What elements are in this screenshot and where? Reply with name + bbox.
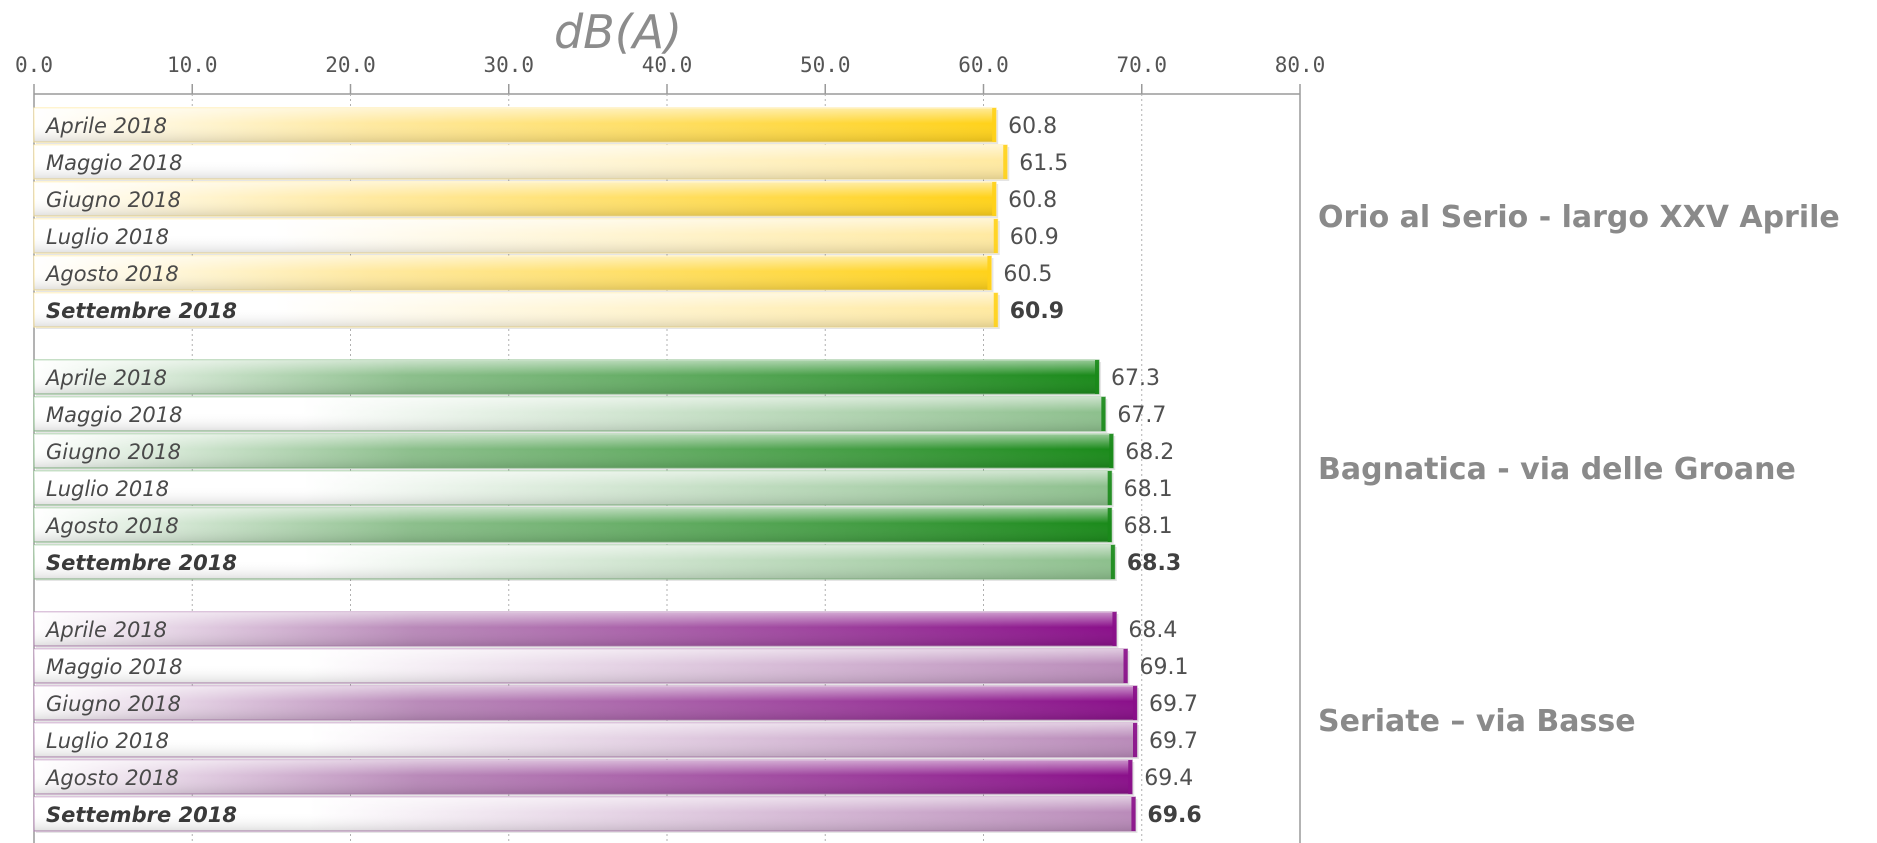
value-label: 68.3	[1127, 551, 1181, 576]
bar-end-cap	[1131, 797, 1136, 831]
bar-label: Luglio 2018	[46, 477, 169, 501]
x-tick-label: 50.0	[800, 53, 851, 77]
value-label: 69.7	[1149, 729, 1198, 754]
bar-end-cap	[1101, 397, 1106, 431]
value-label: 69.6	[1147, 803, 1201, 828]
bar-highlight	[34, 108, 997, 142]
bar-end-cap	[1133, 686, 1138, 720]
bar-highlight	[34, 434, 1114, 468]
bar-label: Giugno 2018	[46, 440, 181, 464]
x-tick-label: 30.0	[483, 53, 534, 77]
bar-label: Luglio 2018	[46, 729, 169, 753]
bar-highlight	[34, 649, 1128, 683]
x-tick-label: 70.0	[1116, 53, 1167, 77]
bar-highlight	[34, 182, 997, 216]
bar-label: Agosto 2018	[44, 766, 179, 790]
bar-label: Maggio 2018	[46, 655, 182, 679]
x-tick-label: 0.0	[15, 53, 53, 77]
value-label: 69.4	[1144, 766, 1193, 791]
value-label: 60.5	[1003, 262, 1052, 287]
value-label: 68.4	[1128, 618, 1177, 643]
bar-highlight	[34, 612, 1117, 646]
bar-end-cap	[1109, 434, 1114, 468]
bar-label: Settembre 2018	[46, 551, 237, 575]
bar-highlight	[34, 797, 1136, 831]
bar-label: Agosto 2018	[44, 262, 179, 286]
bar-end-cap	[993, 293, 998, 327]
bar-end-cap	[1133, 723, 1138, 757]
bar-highlight	[34, 293, 998, 327]
value-label: 68.1	[1124, 477, 1173, 502]
value-label: 69.1	[1140, 655, 1189, 680]
value-label: 68.1	[1124, 514, 1173, 539]
value-label: 60.9	[1010, 299, 1064, 324]
bar-end-cap	[992, 108, 997, 142]
value-label: 67.7	[1117, 403, 1166, 428]
bar-end-cap	[987, 256, 992, 290]
group-label: Seriate – via Basse	[1318, 704, 1636, 739]
bar-end-cap	[992, 182, 997, 216]
bar-label: Maggio 2018	[46, 403, 182, 427]
bar-label: Settembre 2018	[46, 803, 237, 827]
value-label: 60.8	[1008, 114, 1057, 139]
bar-label: Aprile 2018	[44, 366, 167, 390]
x-axis-title: dB(A)	[554, 5, 682, 59]
bar-highlight	[34, 471, 1112, 505]
bar-label: Giugno 2018	[46, 692, 181, 716]
bar-end-cap	[1107, 471, 1112, 505]
bar-highlight	[34, 145, 1008, 179]
bar-highlight	[34, 219, 998, 253]
bar-highlight	[34, 508, 1112, 542]
bar-label: Maggio 2018	[46, 151, 182, 175]
bars: Aprile 2018 60.8 Maggio 2018 61.5 Giugno 201…	[33, 107, 1840, 833]
x-tick-label: 40.0	[642, 53, 693, 77]
bar-highlight	[34, 545, 1115, 579]
value-label: 67.3	[1111, 366, 1160, 391]
bar-end-cap	[1095, 360, 1100, 394]
bar-label: Luglio 2018	[46, 225, 169, 249]
bar-highlight	[34, 686, 1138, 720]
group-label: Orio al Serio - largo XXV Aprile	[1318, 200, 1840, 235]
bar-label: Aprile 2018	[44, 114, 167, 138]
bar-end-cap	[1110, 545, 1115, 579]
x-tick-label: 80.0	[1275, 53, 1326, 77]
bar-highlight	[34, 760, 1133, 794]
bar-highlight	[34, 256, 992, 290]
bar-label: Aprile 2018	[44, 618, 167, 642]
bar-group: Aprile 2018 68.4 Maggio 2018 69.1 Giugno 201…	[33, 611, 1636, 833]
bar-end-cap	[1123, 649, 1128, 683]
x-tick-label: 20.0	[325, 53, 376, 77]
x-tick-label: 10.0	[167, 53, 218, 77]
bar-label: Agosto 2018	[44, 514, 179, 538]
bar-label: Settembre 2018	[46, 299, 237, 323]
value-label: 61.5	[1019, 151, 1068, 176]
bar-highlight	[34, 360, 1100, 394]
bar-end-cap	[1107, 508, 1112, 542]
bar-end-cap	[993, 219, 998, 253]
bar-highlight	[34, 397, 1106, 431]
bar-end-cap	[1003, 145, 1008, 179]
bar-label: Giugno 2018	[46, 188, 181, 212]
bar-group: Aprile 2018 60.8 Maggio 2018 61.5 Giugno 201…	[33, 107, 1840, 329]
bar-highlight	[34, 723, 1138, 757]
value-label: 68.2	[1125, 440, 1174, 465]
bar-end-cap	[1112, 612, 1117, 646]
value-label: 69.7	[1149, 692, 1198, 717]
bar-end-cap	[1128, 760, 1133, 794]
group-label: Bagnatica - via delle Groane	[1318, 452, 1796, 487]
value-label: 60.9	[1010, 225, 1059, 250]
x-axis: 0.0 10.0 20.0 30.0 40.0 50.0 60.0 70.0 80.0	[15, 53, 1325, 94]
bar-group: Aprile 2018 67.3 Maggio 2018 67.7 Giugno 201…	[33, 359, 1796, 581]
x-tick-label: 60.0	[958, 53, 1009, 77]
value-label: 60.8	[1008, 188, 1057, 213]
